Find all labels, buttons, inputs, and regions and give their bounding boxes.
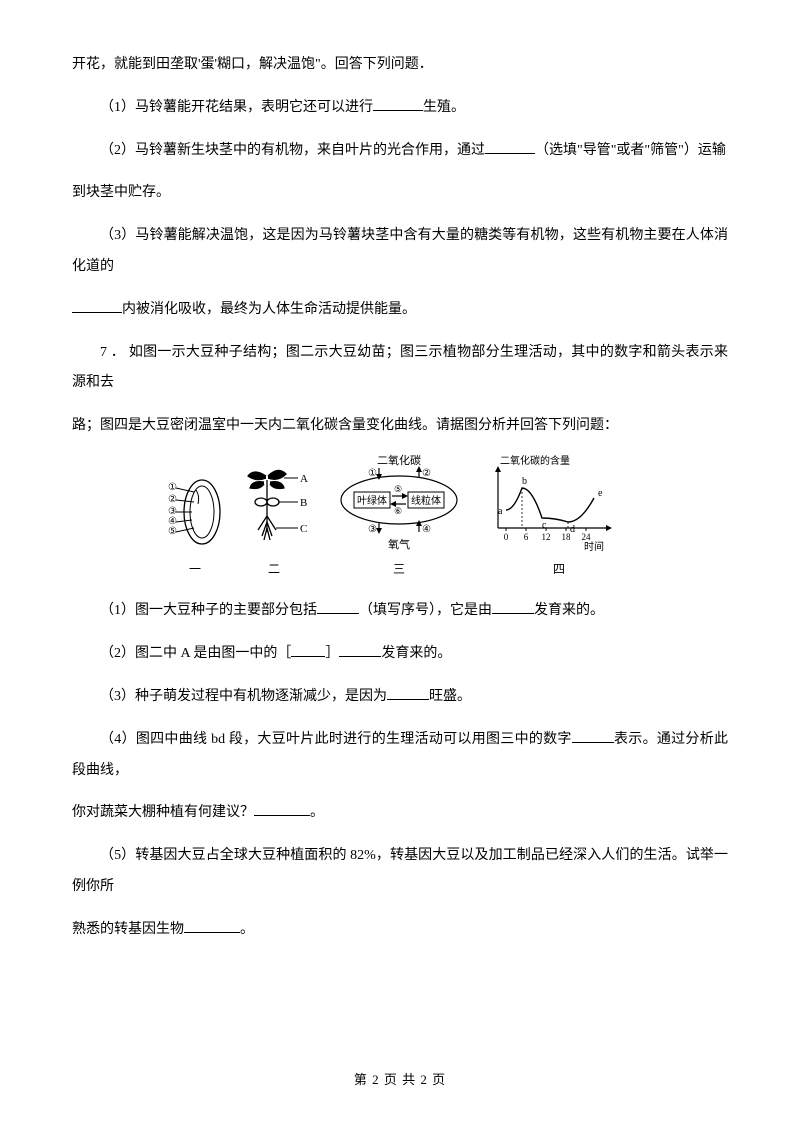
- sub-q1: （1）图一大豆种子的主要部分包括 （填写序号），它是由 发育来的。: [72, 596, 728, 627]
- question-3-line2: 内被消化吸收，最终为人体生命活动提供能量。: [72, 295, 728, 326]
- sub-q4-line1: （4）图四中曲线 bd 段，大豆叶片此时进行的生理活动可以用图三中的数字表示。通…: [72, 725, 728, 787]
- page-footer: 第 2 页 共 2 页: [0, 1069, 800, 1088]
- plant-label-c: C: [300, 523, 307, 535]
- sub-q2: （2）图二中 A 是由图一中的［ ］ 发育来的。: [72, 639, 728, 670]
- s2-b: ］: [325, 646, 339, 661]
- blank[interactable]: [485, 138, 535, 153]
- cyc-6: ⑥: [394, 506, 402, 516]
- figure-4: 二氧化碳的含量abcde06121824时间 四: [484, 454, 634, 582]
- s2-c: 发育来的。: [381, 646, 451, 661]
- svg-text:24: 24: [582, 532, 592, 542]
- seed-num-2: ②: [168, 494, 177, 505]
- svg-text:时间: 时间: [584, 540, 604, 553]
- figure-2-label: 二: [234, 556, 314, 582]
- s1-b: （填写序号），它是由: [359, 603, 492, 618]
- svg-text:e: e: [598, 488, 603, 499]
- blank[interactable]: [387, 685, 429, 700]
- cyc-1: ①: [368, 468, 377, 479]
- s4-c: 你对蔬菜大棚种植有何建议？: [72, 805, 254, 820]
- svg-text:a: a: [498, 506, 503, 517]
- sub-q4-line2: 你对蔬菜大棚种植有何建议？ 。: [72, 798, 728, 829]
- s3-a: （3）种子萌发过程中有机物逐渐减少，是因为: [100, 689, 387, 704]
- svg-text:b: b: [522, 476, 527, 487]
- q2-text-b: （选填"导管"或者"筛管"）运输: [535, 143, 726, 158]
- question-2-line2: 到块茎中贮存。: [72, 178, 728, 209]
- plant-label-a: A: [300, 473, 308, 485]
- co2-label: 二氧化碳: [377, 454, 421, 467]
- s5-b: 熟悉的转基因生物: [72, 922, 184, 937]
- s4-d: 。: [310, 805, 324, 820]
- blank[interactable]: [492, 599, 534, 614]
- question-7-line2: 路；图四是大豆密闭温室中一天内二氧化碳含量变化曲线。请据图分析并回答下列问题：: [72, 411, 728, 442]
- paragraph-lead: 开花，就能到田垄取'蛋'糊口，解决温饱"。回答下列问题．: [72, 50, 728, 81]
- blank[interactable]: [184, 917, 240, 932]
- o2-label: 氧气: [388, 537, 410, 551]
- blank[interactable]: [317, 599, 359, 614]
- question-2-line1: （2）马铃薯新生块茎中的有机物，来自叶片的光合作用，通过 （选填"导管"或者"筛管…: [72, 136, 728, 167]
- question-7-line1: 7 ． 如图一示大豆种子结构；图二示大豆幼苗；图三示植物部分生理活动，其中的数字…: [72, 338, 728, 400]
- seed-num-1: ①: [168, 482, 177, 493]
- q1-text-b: 生殖。: [423, 100, 465, 115]
- blank[interactable]: [291, 642, 325, 657]
- s1-c: 发育来的。: [534, 603, 604, 618]
- figure-3-label: 三: [324, 556, 474, 582]
- sub-q5-line2: 熟悉的转基因生物 。: [72, 915, 728, 946]
- question-3-line1: （3）马铃薯能解决温饱，这是因为马铃薯块茎中含有大量的糖类等有机物，这些有机物主…: [72, 221, 728, 283]
- s3-b: 旺盛。: [429, 689, 471, 704]
- cyc-2: ②: [422, 468, 431, 479]
- figure-1-label: 一: [166, 556, 224, 582]
- plant-label-b: B: [300, 497, 307, 509]
- blank[interactable]: [339, 642, 381, 657]
- cyc-5: ⑤: [394, 484, 402, 494]
- figure-1: ① ② ③ ④ ⑤ 一: [166, 466, 224, 582]
- figure-3: 二氧化碳 叶绿体 线粒体 ① ② ⑤ ⑥: [324, 454, 474, 582]
- svg-text:0: 0: [504, 532, 509, 542]
- blank[interactable]: [254, 801, 310, 816]
- blank[interactable]: [72, 297, 122, 312]
- figures-row: ① ② ③ ④ ⑤ 一: [72, 454, 728, 582]
- q2-text-a: （2）马铃薯新生块茎中的有机物，来自叶片的光合作用，通过: [100, 143, 485, 158]
- figure-2: A B C 二: [234, 466, 314, 582]
- s2-a: （2）图二中 A 是由图一中的［: [100, 646, 291, 661]
- cyc-3: ③: [368, 524, 377, 535]
- svg-text:d: d: [570, 524, 575, 535]
- s5-c: 。: [240, 922, 254, 937]
- s1-a: （1）图一大豆种子的主要部分包括: [100, 603, 317, 618]
- svg-text:二氧化碳的含量: 二氧化碳的含量: [500, 454, 570, 467]
- s4-a: （4）图四中曲线 bd 段，大豆叶片此时进行的生理活动可以用图三中的数字: [100, 732, 572, 747]
- sub-q3: （3）种子萌发过程中有机物逐渐减少，是因为 旺盛。: [72, 682, 728, 713]
- svg-text:6: 6: [524, 532, 529, 542]
- q3-text-b: 内被消化吸收，最终为人体生命活动提供能量。: [122, 302, 416, 317]
- blank[interactable]: [572, 727, 614, 742]
- q1-text-a: （1）马铃薯能开花结果，表明它还可以进行: [100, 100, 373, 115]
- seed-num-5: ⑤: [168, 526, 177, 537]
- svg-text:18: 18: [562, 532, 572, 542]
- mitochondria-label: 线粒体: [411, 494, 441, 507]
- chloroplast-label: 叶绿体: [357, 494, 387, 507]
- cyc-4: ④: [422, 524, 431, 535]
- blank[interactable]: [373, 95, 423, 110]
- svg-text:12: 12: [542, 532, 551, 542]
- sub-q5-line1: （5）转基因大豆占全球大豆种植面积的 82%，转基因大豆以及加工制品已经深入人们…: [72, 841, 728, 903]
- figure-4-label: 四: [484, 556, 634, 582]
- question-1: （1）马铃薯能开花结果，表明它还可以进行 生殖。: [72, 93, 728, 124]
